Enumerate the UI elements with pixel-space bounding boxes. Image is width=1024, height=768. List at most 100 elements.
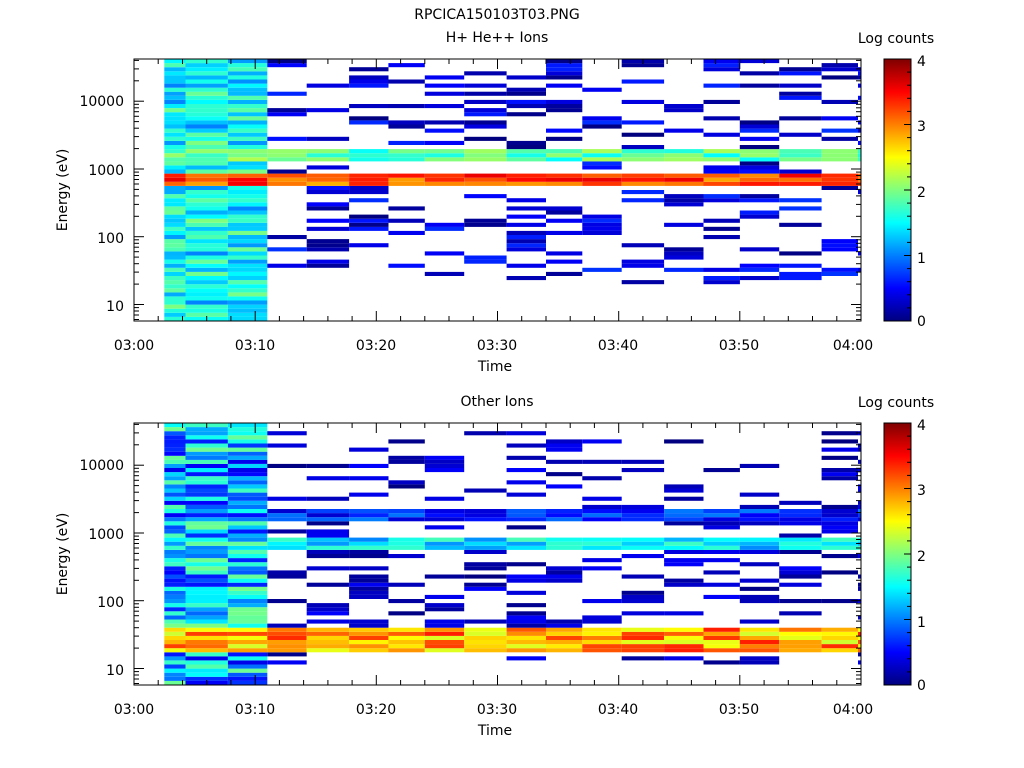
spectrogram-cell [227,451,268,456]
spectrogram-cell [306,190,350,195]
spectrogram-cell [858,615,861,620]
spectrogram-cell [306,83,350,88]
spectrogram-cell [164,504,186,509]
spectrogram-cell [164,496,186,501]
spectrogram-cell [664,153,704,158]
spectrogram-cell [267,640,307,645]
spectrogram-cell [185,161,228,166]
spectrogram-cell [164,427,186,432]
spectrogram-cell [388,509,425,514]
spectrogram-cell [779,627,822,632]
spectrogram-cell [227,537,268,542]
spectrogram-cell [703,218,740,223]
spectrogram-cell [227,423,268,428]
spectrogram-cell [227,259,268,264]
spectrogram-cell [227,165,268,170]
spectrogram-cell [779,83,822,88]
spectrogram-cell [349,67,389,72]
spectrogram-cell [779,570,822,575]
spectrogram-cell [388,218,425,223]
spectrogram-cell [582,517,622,522]
x-axis-label: Time [477,359,512,375]
spectrogram-cell [227,623,268,628]
spectrogram-cell [388,104,425,109]
spectrogram-cell [227,586,268,591]
spectrogram-cell [506,623,546,628]
spectrogram-cell [185,202,228,207]
spectrogram-cell [664,496,704,501]
spectrogram-cell [546,517,583,522]
spectrogram-cell [664,627,704,632]
spectrogram-cell [464,120,507,125]
spectrogram-cell [227,308,268,313]
spectrogram-cell [227,664,268,669]
spectrogram-cell [821,431,858,436]
spectrogram-cell [506,480,546,485]
spectrogram-cell [306,239,350,244]
spectrogram-cell [582,558,622,563]
spectrogram-cell [267,496,307,501]
spectrogram-cell [349,590,389,595]
spectrogram-cell [821,75,858,80]
spectrogram-cell [464,582,507,587]
spectrogram-cell [739,157,780,162]
spectrogram-cell [546,513,583,518]
spectrogram-cell [424,545,465,550]
spectrogram-cell [779,71,822,76]
spectrogram-cell [703,181,740,186]
spectrogram-cell [227,447,268,452]
panel-title: Other Ions [460,394,533,410]
spectrogram-cell [227,140,268,145]
spectrogram-cell [621,79,665,84]
spectrogram-cell [227,566,268,571]
spectrogram-cell [506,541,546,546]
spectrogram-cell [821,468,858,473]
spectrogram-cell [185,463,228,468]
spectrogram-cell [582,226,622,231]
spectrogram-cell [858,554,861,559]
spectrogram-cell [306,108,350,113]
spectrogram-cell [227,472,268,477]
spectrogram-cell [779,181,822,186]
spectrogram-cell [267,509,307,514]
spectrogram-cell [185,149,228,154]
spectrogram-cell [739,263,780,268]
spectrogram-cell [546,570,583,575]
spectrogram-cell [506,431,546,436]
spectrogram-cell [185,623,228,628]
spectrogram-cell [506,631,546,636]
spectrogram-cell [306,640,350,645]
spectrogram-cell [164,112,186,117]
spectrogram-cell [227,276,268,281]
spectrogram-cell [546,181,583,186]
spectrogram-cell [621,644,665,649]
spectrogram-cell [858,644,861,649]
spectrogram-cell [779,95,822,100]
spectrogram-cell [388,545,425,550]
spectrogram-cell [506,578,546,583]
spectrogram-cell [739,161,780,166]
spectrogram-cell [164,451,186,456]
colorbar-label: Log counts [858,31,934,47]
spectrogram-cell [185,128,228,133]
spectrogram-cell [424,128,465,133]
spectrogram-cell [424,226,465,231]
spectrogram-cell [703,521,740,526]
spectrogram-cell [164,660,186,665]
spectrogram-cell [185,640,228,645]
spectrogram-cell [703,280,740,285]
spectrogram-cell [464,541,507,546]
colorbar-tick-label: 1 [917,251,926,267]
spectrogram-cell [424,463,465,468]
spectrogram-cell [506,276,546,281]
spectrogram-cell [164,594,186,599]
spectrogram-cell [506,443,546,448]
spectrogram-cell [546,128,583,133]
panel-title: H+ He++ Ions [446,30,549,46]
spectrogram-cell [267,627,307,632]
spectrogram-cell [621,627,665,632]
spectrogram-cell [703,517,740,522]
spectrogram-cell [227,562,268,567]
spectrogram-cell [267,570,307,575]
spectrogram-cell [546,251,583,256]
